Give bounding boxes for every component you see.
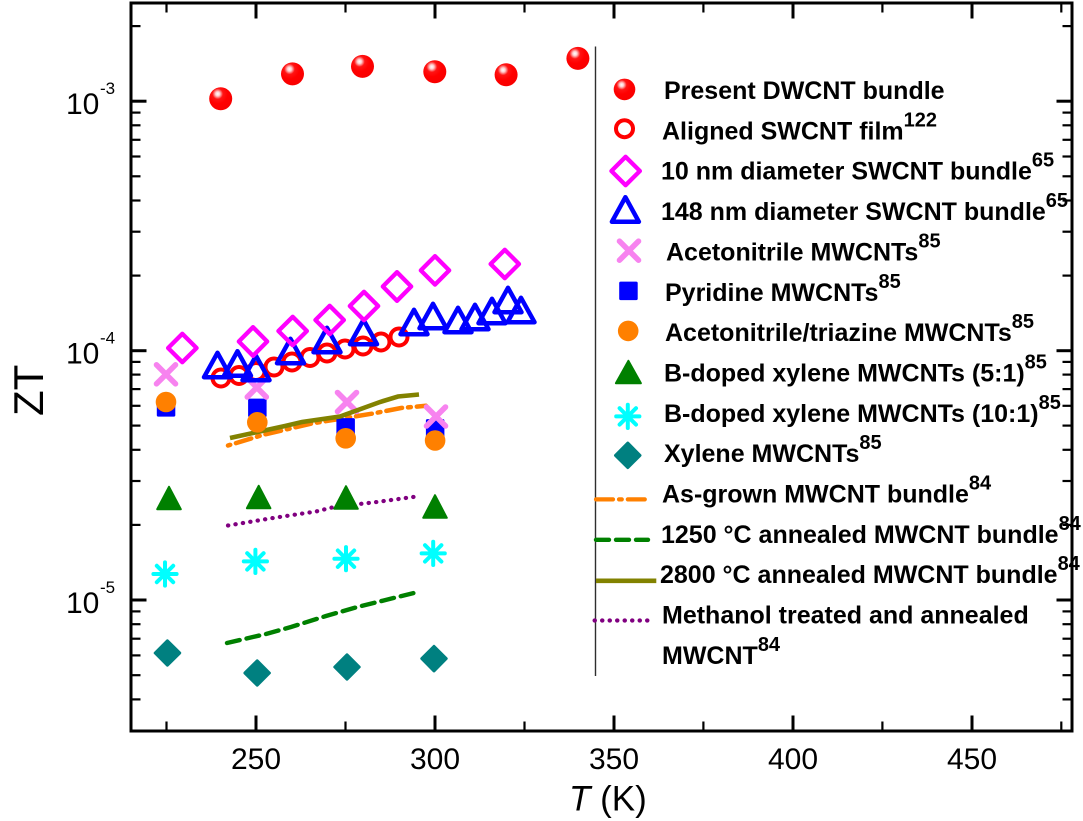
- svg-text:350: 350: [589, 743, 639, 776]
- svg-text:-5: -5: [100, 578, 115, 597]
- svg-text:-4: -4: [100, 329, 115, 348]
- svg-text:Present DWCNT bundle: Present DWCNT bundle: [664, 77, 945, 105]
- svg-text:10: 10: [66, 338, 99, 371]
- svg-text:10: 10: [66, 587, 99, 620]
- svg-text:300: 300: [410, 743, 460, 776]
- svg-text:400: 400: [768, 743, 818, 776]
- svg-text:450: 450: [947, 743, 997, 776]
- svg-text:10: 10: [66, 88, 99, 121]
- svg-text:-3: -3: [100, 79, 115, 98]
- svg-text:T (K): T (K): [569, 780, 647, 819]
- svg-text:250: 250: [231, 743, 281, 776]
- svg-text:Methanol treated and annealed: Methanol treated and annealed: [662, 602, 1029, 630]
- svg-text:ZT: ZT: [5, 365, 52, 416]
